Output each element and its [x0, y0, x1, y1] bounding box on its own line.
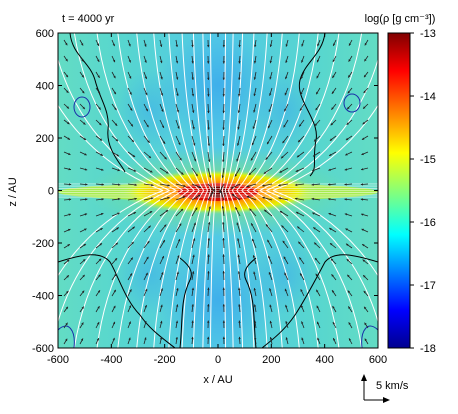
velocity-scale: 5 km/s [361, 374, 409, 403]
y-tick-label: 600 [36, 28, 54, 40]
x-tick-label: 200 [262, 354, 280, 366]
velocity-scale-label: 5 km/s [376, 380, 409, 392]
x-tick-label: -400 [100, 354, 122, 366]
y-tick-label: -200 [32, 238, 54, 250]
y-axis-title: z / AU [7, 177, 19, 206]
scale-right-arrowhead [383, 397, 390, 403]
x-tick-label: 600 [369, 354, 387, 366]
y-tick-label: 0 [48, 186, 54, 198]
panel-label: t = 4000 yr [62, 13, 115, 25]
colorbar-title: log(ρ [g cm⁻³]) [365, 13, 436, 25]
y-tick-label: 200 [36, 133, 54, 145]
colorbar-tick-label: -16 [420, 217, 436, 229]
colorbar-tick-label: -18 [420, 343, 436, 355]
colorbar [388, 33, 410, 348]
y-tick-label: 400 [36, 81, 54, 93]
colorbar-tick-label: -17 [420, 280, 436, 292]
y-tick-label: -400 [32, 291, 54, 303]
x-tick-label: 0 [215, 354, 221, 366]
x-tick-label: -200 [154, 354, 176, 366]
colorbar-tick-label: -14 [420, 91, 436, 103]
colorbar-tick-label: -13 [420, 28, 436, 40]
y-tick-label: -600 [32, 343, 54, 355]
scale-up-arrowhead [361, 374, 367, 381]
colorbar-tick-label: -15 [420, 154, 436, 166]
x-axis-title: x / AU [203, 374, 232, 386]
colorbar-ticks: -18 -17 -16 -15 -14 -13 [410, 28, 436, 355]
x-tick-label: 400 [315, 354, 333, 366]
x-tick-label: -600 [47, 354, 69, 366]
